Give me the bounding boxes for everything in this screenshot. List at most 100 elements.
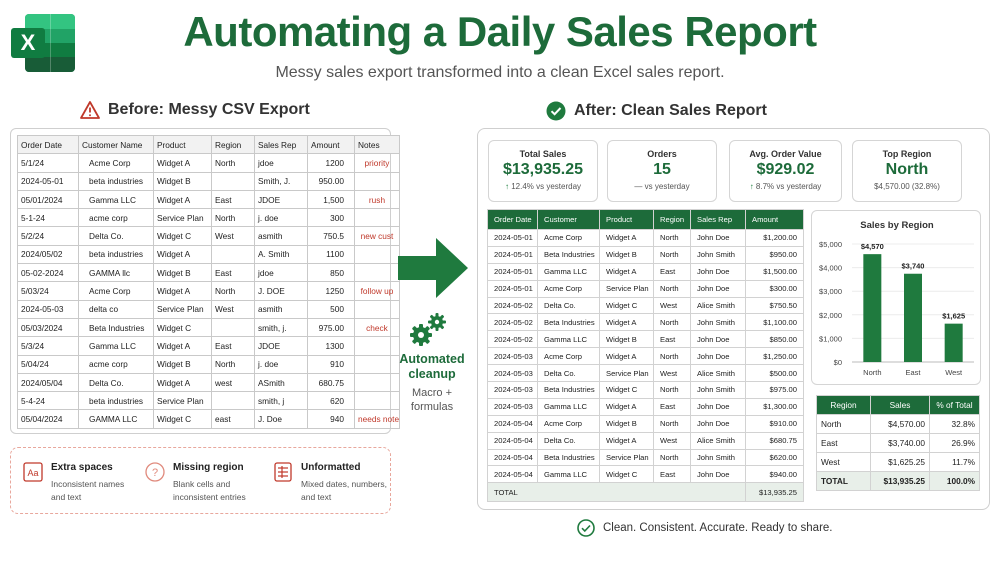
table-cell: Widget C	[599, 296, 654, 315]
table-cell: John Doe	[690, 330, 746, 349]
column-header: Order Date	[487, 209, 538, 230]
kpi-label: Avg. Order Value	[749, 149, 822, 159]
table-cell: John Doe	[690, 465, 746, 484]
table-cell: North	[211, 153, 255, 173]
table-cell: Service Plan	[153, 299, 212, 319]
table-row: 2024-05-03 Beta Industries Widget C North Jo…	[487, 381, 804, 399]
table-cell: North	[653, 229, 691, 247]
table-cell: $500.00	[745, 364, 804, 383]
table-cell: Widget A	[599, 397, 654, 416]
kpi-orders: Orders 15 — vs yesterday	[607, 140, 717, 202]
transform-arrow-icon	[398, 238, 468, 298]
check-circle-icon	[546, 101, 566, 121]
table-cell: East	[653, 397, 691, 416]
table-cell: Beta Industries	[537, 448, 600, 467]
table-row: 05/01/2024 Gamma LLC Widget A East JDOE 1,500…	[17, 189, 400, 210]
chart-title: Sales by Region	[860, 220, 934, 231]
table-cell: 1200	[307, 153, 355, 173]
table-cell: Acme Corp	[537, 229, 600, 247]
table-cell: 5/1/24	[17, 153, 79, 173]
table-cell: 1100	[307, 244, 355, 265]
table-cell	[354, 244, 400, 265]
table-cell: Widget C	[153, 226, 212, 246]
table-cell: Acme Corp	[537, 279, 600, 298]
table-row: 2024-05-03 Gamma LLC Widget A East John Doe $…	[487, 397, 804, 416]
table-row: North $4,570.00 32.8%	[816, 414, 980, 434]
svg-text:Aa: Aa	[27, 468, 38, 478]
table-cell: Widget A	[599, 431, 654, 450]
kpi-label: Top Region	[882, 149, 932, 159]
table-cell: TOTAL	[816, 471, 871, 491]
table-cell: John Doe	[690, 279, 746, 298]
table-cell: North	[653, 448, 691, 467]
table-cell: 2024-05-02	[487, 330, 538, 349]
table-cell: Acme Corp	[78, 153, 154, 173]
table-cell: 2024-05-04	[487, 414, 538, 433]
table-cell: East	[211, 263, 255, 283]
table-cell: $850.00	[745, 330, 804, 349]
before-heading: Before: Messy CSV Export	[80, 101, 310, 119]
column-header: Region	[816, 395, 871, 415]
kpi-value: 15	[653, 161, 671, 178]
table-cell: west	[211, 372, 255, 393]
table-cell: Widget C	[153, 409, 212, 429]
table-cell: North	[653, 245, 691, 264]
table-cell: priority	[354, 153, 400, 173]
messy-csv-table: Order Date Customer Name Product Region Sale…	[10, 128, 400, 434]
table-row: 2024-05-03 Delta Co. Service Plan West Alice…	[487, 364, 804, 383]
table-cell: J. Doe	[254, 409, 308, 429]
table-cell: 620	[307, 391, 355, 411]
warning-icon	[80, 101, 100, 119]
before-heading-text: Before: Messy CSV Export	[108, 101, 310, 118]
table-cell: 1300	[307, 336, 355, 356]
table-cell: 750.5	[307, 226, 355, 246]
table-row: 5/2/24 Delta Co. Widget C West asmith 750.5 ne…	[17, 226, 400, 246]
table-cell: 05/01/2024	[17, 189, 79, 210]
table-cell: 26.9%	[929, 433, 980, 453]
region-summary-table: Region Sales% of Total North $4,570.00 32.8…	[816, 395, 980, 491]
table-row: 2024/05/02 beta industries Widget A A. Smit…	[17, 244, 400, 265]
table-cell: North	[211, 281, 255, 301]
column-header: Region	[653, 209, 691, 230]
x-tick-label: West	[945, 368, 963, 377]
table-cell: $1,250.00	[745, 347, 804, 366]
table-cell: 2024-05-02	[487, 313, 538, 332]
column-header: Region	[211, 134, 255, 155]
table-cell: 2024-05-03	[487, 381, 538, 399]
table-cell: beta industries	[78, 244, 154, 265]
issue-title: Unformatted	[301, 462, 361, 473]
table-cell: North	[816, 414, 871, 434]
table-row: West $1,625.25 11.7%	[816, 452, 980, 472]
table-cell: $975.00	[745, 381, 804, 399]
table-cell: check	[354, 317, 400, 338]
bar-chart-svg: Sales by Region $0 $1,000 $2,000 $3,000 $4,00…	[819, 220, 974, 377]
table-cell: $940.00	[745, 465, 804, 484]
table-cell: Acme Corp	[78, 281, 154, 301]
table-cell: 05/03/2024	[17, 317, 79, 338]
table-cell: Service Plan	[153, 391, 212, 411]
table-cell: 5-1-24	[17, 208, 79, 228]
table-cell	[211, 244, 255, 265]
table-cell: Delta Co.	[537, 364, 600, 383]
table-cell: Alice Smith	[690, 431, 746, 450]
bar	[944, 323, 963, 362]
table-cell: 2024-05-01	[487, 279, 538, 298]
table-cell: Acme Corp	[537, 414, 600, 433]
table-cell: Delta Co.	[537, 431, 600, 450]
table-cell: $1,500.00	[745, 262, 804, 281]
column-header: Sales	[870, 395, 930, 415]
table-cell: JDOE	[254, 336, 308, 356]
table-row: 2024-05-01 Gamma LLC Widget A East John Doe $…	[487, 262, 804, 281]
table-cell: Gamma LLC	[78, 189, 154, 210]
table-cell: Service Plan	[599, 364, 654, 383]
table-cell: 2024-05-01	[487, 245, 538, 264]
table-row: East $3,740.00 26.9%	[816, 433, 980, 453]
table-cell: Widget B	[153, 354, 212, 374]
table-cell: 5/04/24	[17, 354, 79, 374]
y-tick-label: $4,000	[819, 264, 842, 273]
total-label: TOTAL	[487, 482, 746, 503]
svg-text:?: ?	[152, 467, 158, 479]
table-cell: 5/2/24	[17, 226, 79, 246]
